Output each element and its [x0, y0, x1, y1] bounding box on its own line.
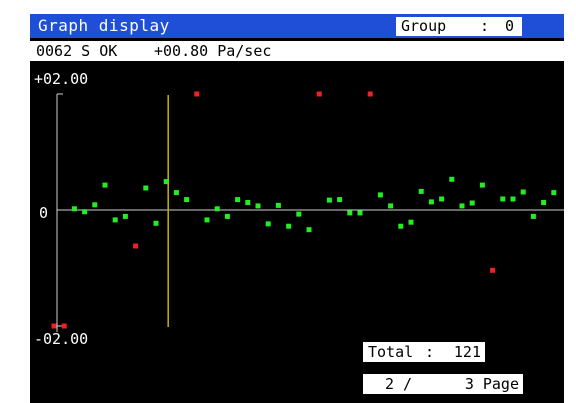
- data-point: [235, 197, 241, 203]
- page-current: 2 /: [385, 375, 413, 393]
- data-point: [102, 182, 108, 188]
- data-point: [122, 213, 128, 219]
- data-point: [286, 223, 292, 229]
- data-point: [306, 227, 312, 233]
- data-point: [326, 197, 332, 203]
- alarm-data-point: [367, 91, 373, 97]
- data-point: [204, 217, 210, 223]
- page-indicator[interactable]: 2 / 3 Page: [363, 374, 523, 394]
- data-point: [163, 179, 169, 185]
- data-point: [479, 182, 485, 188]
- data-point: [255, 203, 261, 209]
- group-selector[interactable]: Group : 0: [396, 17, 522, 36]
- data-point: [337, 197, 343, 203]
- data-point: [388, 203, 394, 209]
- data-point: [214, 206, 220, 212]
- data-point: [398, 223, 404, 229]
- data-point: [347, 210, 353, 216]
- data-point: [551, 190, 557, 196]
- alarm-data-point: [133, 243, 139, 249]
- group-separator: :: [480, 17, 490, 35]
- channel-reading: +00.80 Pa/sec: [154, 42, 272, 60]
- data-point: [112, 217, 118, 223]
- data-point: [92, 202, 98, 208]
- data-point: [500, 196, 506, 202]
- data-point: [439, 196, 445, 202]
- data-point: [296, 211, 302, 217]
- data-point: [530, 213, 536, 219]
- data-point: [275, 202, 281, 208]
- data-point: [469, 200, 475, 206]
- data-point: [82, 209, 88, 215]
- data-point: [173, 190, 179, 196]
- data-point: [377, 192, 383, 198]
- total-count-box: Total : 121: [363, 342, 485, 362]
- graph-display-screen: Graph display Group : 0 0062 S OK +00.80…: [30, 14, 564, 403]
- total-label: Total: [368, 343, 414, 361]
- data-point: [541, 200, 547, 205]
- alarm-data-point: [61, 323, 67, 329]
- data-point: [71, 206, 77, 212]
- channel-status-bar: 0062 S OK +00.80 Pa/sec: [30, 41, 564, 61]
- data-point: [510, 196, 516, 202]
- screen-title: Graph display: [38, 16, 170, 35]
- data-point: [459, 203, 465, 209]
- data-points: [51, 91, 557, 329]
- data-point: [265, 221, 271, 227]
- data-point: [184, 197, 190, 203]
- total-value: 121: [453, 343, 481, 361]
- alarm-data-point: [316, 91, 322, 97]
- group-value: 0: [504, 17, 514, 35]
- y-axis-max-label: +02.00: [34, 70, 89, 88]
- page-total: 3 Page: [464, 375, 519, 393]
- plot-axes: [56, 93, 564, 332]
- alarm-data-point: [490, 267, 496, 273]
- title-bar: Graph display Group : 0: [30, 14, 564, 38]
- scatter-plot: [51, 91, 564, 332]
- data-point: [153, 220, 159, 226]
- group-label: Group: [401, 17, 447, 35]
- data-point: [449, 176, 455, 182]
- channel-status: 0062 S OK: [36, 42, 118, 60]
- data-point: [357, 210, 363, 216]
- data-point: [224, 213, 230, 219]
- y-axis-zero-label: 0: [39, 204, 49, 222]
- data-point: [245, 200, 251, 205]
- total-separator: :: [425, 343, 435, 361]
- data-point: [428, 199, 434, 205]
- data-point: [143, 185, 149, 191]
- y-axis-min-label: -02.00: [34, 330, 89, 348]
- alarm-data-point: [51, 323, 57, 329]
- data-point: [520, 189, 526, 195]
- data-point: [418, 188, 424, 194]
- data-point: [408, 219, 414, 225]
- alarm-data-point: [194, 91, 200, 97]
